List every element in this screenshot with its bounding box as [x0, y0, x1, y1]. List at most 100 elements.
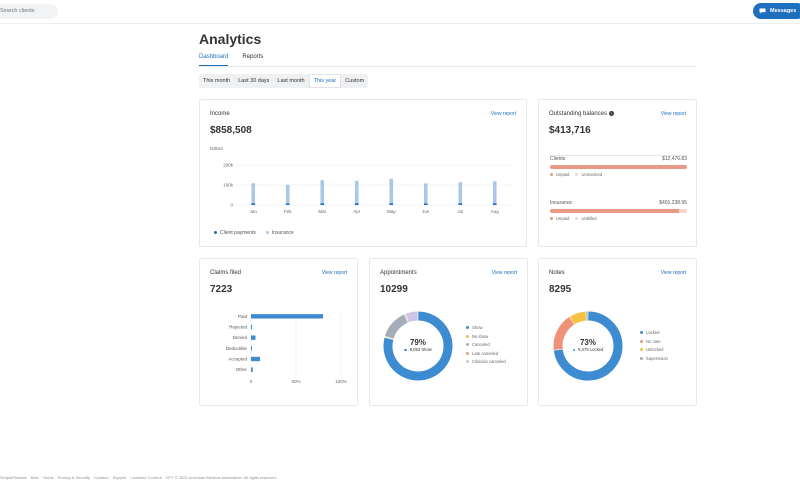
appointments-center-percent: 79%: [409, 338, 426, 347]
outstanding-view-report-link[interactable]: View report: [660, 111, 686, 117]
chat-icon: [759, 8, 766, 14]
income-bar-client-payments[interactable]: [354, 203, 359, 205]
appointments-legend-clinician-canceled: Clinician canceled: [466, 359, 506, 364]
claims-xtick-label: 100%: [335, 379, 347, 384]
claims-bar-accepted[interactable]: [251, 356, 260, 362]
claims-bar-other[interactable]: [251, 367, 253, 372]
income-ytick-label: 200k: [223, 163, 234, 168]
footer-link-cookies[interactable]: Cookies: [94, 475, 109, 480]
claims-category-label: Paid: [238, 314, 248, 319]
insurance-amount: $401,238.95: [659, 200, 687, 206]
appointments-legend-label: Show: [472, 325, 483, 330]
clients-legend-uninvoiced: Uninvoiced: [581, 172, 603, 177]
income-bar-insurance[interactable]: [320, 180, 325, 204]
income-bar-insurance[interactable]: [458, 182, 463, 204]
appointments-legend-show: Show: [466, 325, 506, 330]
income-bar-client-payments[interactable]: [423, 203, 428, 205]
notes-center: 73% 6,075 Locked: [548, 338, 628, 352]
page-title: Analytics: [199, 31, 262, 47]
income-bar-insurance[interactable]: [285, 184, 290, 204]
footer-link-simplepractice[interactable]: SimplePractice: [0, 475, 27, 480]
appointments-view-report-link[interactable]: View report: [491, 270, 517, 276]
tab-reports[interactable]: Reports: [242, 54, 264, 60]
date-filter-group: This month Last 30 days Last month This …: [199, 74, 369, 88]
filter-last-30-days[interactable]: Last 30 days: [238, 78, 270, 84]
filter-this-year[interactable]: This year: [308, 74, 342, 88]
appointments-legend-label: Clinician canceled: [472, 359, 506, 364]
footer-link-cpt-2022-american-me[interactable]: CPT © 2022 American Medical Association.…: [165, 475, 277, 480]
claims-category-label: Deductible: [226, 346, 248, 351]
notes-slice-no-note[interactable]: [553, 317, 575, 350]
clients-balance-bar-fill: [550, 165, 687, 169]
tab-dashboard[interactable]: Dashboard: [199, 54, 229, 66]
income-bar-client-payments[interactable]: [320, 203, 325, 205]
footer-link-licensed-content[interactable]: Licensed Content: [130, 475, 162, 480]
notes-slice-locked[interactable]: [553, 311, 623, 381]
income-xtick-label: Jun: [422, 209, 430, 214]
filter-custom[interactable]: Custom: [345, 78, 365, 84]
appointments-slice-show[interactable]: [383, 311, 453, 381]
insurance-legend-unbilled: Unbilled: [581, 216, 597, 221]
income-legend: Client payments Insurance: [214, 230, 294, 236]
claims-chart: 0 50% 100% Paid Rejected Denied Deductible Acce…: [226, 311, 347, 384]
appointments-card: Appointments View report 10299 79% 8,093…: [369, 258, 528, 406]
footer-link-privacy-security[interactable]: Privacy & Security: [57, 475, 91, 480]
legend-dot-late-canceled: [466, 351, 469, 355]
clients-label: Clients: [550, 156, 566, 162]
income-bar-client-payments[interactable]: [251, 203, 256, 205]
income-card: Income View report $858,508 Dollars 0 100…: [199, 99, 527, 247]
appointments-legend-late-canceled: Late canceled: [466, 351, 506, 356]
insurance-label: Insurance: [550, 200, 572, 206]
outstanding-balances-card: Outstanding balances ? View report $413,…: [538, 99, 697, 247]
claims-bar-rejected[interactable]: [251, 324, 252, 330]
footer-link-terms[interactable]: Terms: [42, 475, 54, 480]
income-bar-insurance[interactable]: [389, 178, 394, 204]
income-xtick-label: Jan: [250, 209, 258, 214]
messages-button[interactable]: Messages: [753, 3, 800, 19]
footer-link-baa[interactable]: BAA: [30, 475, 39, 480]
filter-last-month[interactable]: Last month: [277, 78, 305, 84]
outstanding-row-insurance: Insurance $401,238.95 Unpaid Unbilled: [550, 200, 687, 221]
income-view-report-link[interactable]: View report: [490, 111, 516, 117]
legend-dot-show: [404, 348, 407, 352]
income-bar-insurance[interactable]: [251, 183, 256, 204]
legend-insurance: Insurance: [265, 230, 294, 236]
income-bar-client-payments[interactable]: [389, 203, 394, 205]
income-bar-client-payments[interactable]: [285, 203, 290, 205]
income-bar-client-payments[interactable]: [458, 203, 463, 205]
notes-slice-unlocked[interactable]: [569, 311, 587, 325]
notes-donut: [553, 311, 623, 381]
income-bar-insurance[interactable]: [354, 180, 359, 204]
income-bar-insurance[interactable]: [423, 183, 428, 204]
legend-dot-no-note: [640, 339, 643, 343]
search-input[interactable]: [0, 4, 58, 19]
claims-bar-paid[interactable]: [251, 314, 323, 319]
legend-dot-client-payments: [214, 231, 217, 235]
income-bar-insurance[interactable]: [492, 181, 497, 204]
notes-view-report-link[interactable]: View report: [660, 270, 686, 276]
income-ytick-label: 0: [230, 203, 233, 208]
legend-dot-canceled: [466, 343, 469, 347]
claims-title: Claims filed: [210, 270, 242, 276]
footer: SimplePractice BAA Terms Privacy & Security…: [0, 475, 281, 480]
appointments-legend-label: Late canceled: [472, 350, 499, 356]
legend-dot-unbilled: [575, 217, 579, 221]
income-xtick-label: Aug: [491, 209, 500, 214]
claims-view-report-link[interactable]: View report: [321, 270, 347, 276]
income-bar-client-payments[interactable]: [492, 203, 497, 205]
notes-title: Notes: [549, 270, 565, 276]
claims-category-label: Other: [236, 367, 248, 372]
appointments-slice-clinician-canceled[interactable]: [405, 311, 418, 323]
claims-bar-deductible[interactable]: [251, 346, 252, 351]
appointments-title: Appointments: [380, 270, 417, 276]
appointments-center: 79% 8,093 Show: [378, 338, 458, 352]
footer-link-support[interactable]: Support: [112, 475, 127, 480]
filter-this-month[interactable]: This month: [203, 78, 231, 84]
notes-center-label: 6,075 Locked: [578, 347, 604, 352]
claims-bar-denied[interactable]: [251, 335, 256, 340]
appointments-slice-canceled[interactable]: [384, 314, 408, 339]
claims-card: Claims filed View report 7223 0 50% 100% Pa…: [199, 258, 358, 406]
income-xtick-label: Jul: [457, 209, 463, 214]
help-icon[interactable]: ?: [608, 111, 614, 116]
messages-label: Messages: [770, 8, 797, 14]
